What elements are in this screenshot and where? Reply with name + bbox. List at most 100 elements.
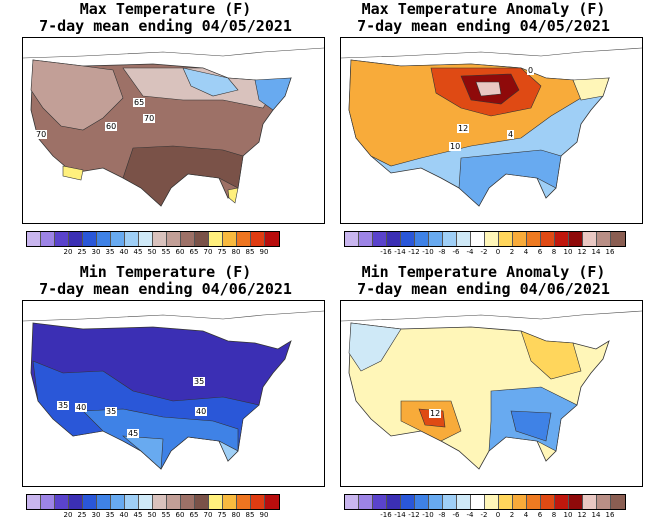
colorbar-swatch: [513, 495, 527, 509]
colorbar-tick-label: 20: [63, 511, 73, 519]
colorbar-swatch: [541, 495, 555, 509]
colorbar-swatch: [387, 495, 401, 509]
colorbar-swatch: [597, 495, 611, 509]
contour-label: 12: [457, 124, 470, 133]
colorbar-swatch: [485, 495, 499, 509]
colorbar-swatch: [429, 495, 443, 509]
colorbar-ticks: -16 -14 -12 -10 -8 -6 -4 -2 0 2 4 6 8 10 12 14 16: [344, 248, 644, 258]
colorbar-swatch: [209, 495, 223, 509]
colorbar-swatch: [485, 232, 499, 246]
contour-label: 10: [449, 142, 462, 151]
colorbar-swatch: [443, 495, 457, 509]
colorbar-swatch: [541, 232, 555, 246]
colorbar-tick-label: -14: [394, 511, 406, 519]
contour-label: 35: [57, 401, 70, 410]
colorbar-tick-label: 85: [245, 511, 255, 519]
colorbar-temp: [26, 231, 280, 247]
colorbar-swatch: [69, 495, 83, 509]
panel-subtitle: 7-day mean ending 04/05/2021: [357, 17, 610, 35]
contour-label: 4: [507, 130, 515, 139]
contour-label: 40: [75, 403, 88, 412]
colorbar-tick-label: 45: [133, 248, 143, 256]
colorbar-swatch: [181, 495, 195, 509]
colorbar-tick-label: -16: [380, 511, 392, 519]
colorbar-swatch: [401, 495, 415, 509]
contour-label: 0: [527, 66, 535, 75]
panel-max-temp: Max Temperature (F) 7-day mean ending 04…: [0, 0, 331, 263]
colorbar-swatch: [195, 495, 209, 509]
colorbar-tick-label: 60: [175, 248, 185, 256]
colorbar-swatch: [569, 495, 583, 509]
colorbar-swatch: [401, 232, 415, 246]
colorbar-tick-label: 0: [495, 511, 501, 519]
colorbar-swatch: [167, 495, 181, 509]
colorbar-tick-label: 4: [523, 248, 529, 256]
colorbar-tick-label: -6: [452, 511, 460, 519]
contour-map: [23, 310, 324, 470]
map-min-anomaly: 12: [340, 300, 643, 487]
colorbar-tick-label: -4: [466, 511, 474, 519]
colorbar-swatch: [111, 495, 125, 509]
colorbar-tick-label: 16: [605, 511, 615, 519]
colorbar-tick-label: 85: [245, 248, 255, 256]
colorbar-swatch: [153, 495, 167, 509]
colorbar-tick-label: 14: [591, 248, 601, 256]
colorbar-tick-label: 2: [509, 248, 515, 256]
colorbar-tick-label: 70: [203, 248, 213, 256]
colorbar-swatch: [583, 232, 597, 246]
colorbar-swatch: [181, 232, 195, 246]
colorbar-temp: [26, 494, 280, 510]
contour-map: [23, 47, 324, 207]
colorbar-tick-label: 80: [231, 511, 241, 519]
colorbar-swatch: [457, 495, 471, 509]
colorbar-swatch: [55, 232, 69, 246]
colorbar-swatch: [69, 232, 83, 246]
colorbar-tick-label: 20: [63, 248, 73, 256]
colorbar-swatch: [265, 232, 279, 246]
colorbar-swatch: [139, 232, 153, 246]
contour-label: 70: [143, 114, 156, 123]
panel-min-anomaly: Min Temperature Anomaly (F) 7-day mean e…: [318, 263, 649, 526]
map-min-temp: 35 35 40 35 40 45: [22, 300, 325, 487]
colorbar-swatch: [387, 232, 401, 246]
colorbar-swatch: [209, 232, 223, 246]
map-max-temp: 65 70 60 70: [22, 37, 325, 224]
contour-label: 45: [127, 429, 140, 438]
colorbar-tick-label: 6: [537, 248, 543, 256]
colorbar-swatch: [555, 232, 569, 246]
colorbar-ticks: 20 25 30 35 40 45 50 55 60 65 70 75 80 85 90: [26, 248, 326, 258]
colorbar-tick-label: 25: [77, 511, 87, 519]
colorbar-swatch: [499, 232, 513, 246]
colorbar-ticks: 20 25 30 35 40 45 50 55 60 65 70 75 80 85 90: [26, 511, 326, 521]
colorbar-tick-label: 10: [563, 248, 573, 256]
colorbar-swatch: [237, 495, 251, 509]
colorbar-swatch: [251, 495, 265, 509]
colorbar-swatch: [55, 495, 69, 509]
contour-label: 60: [105, 122, 118, 131]
colorbar-swatch: [345, 495, 359, 509]
colorbar-tick-label: 70: [203, 511, 213, 519]
colorbar-tick-label: 35: [105, 248, 115, 256]
colorbar-tick-label: -2: [480, 248, 488, 256]
colorbar-swatch: [41, 495, 55, 509]
colorbar-tick-label: 55: [161, 248, 171, 256]
colorbar-anomaly: [344, 494, 626, 510]
colorbar-ticks: -16 -14 -12 -10 -8 -6 -4 -2 0 2 4 6 8 10 12 14 16: [344, 511, 644, 521]
contour-label: 12: [429, 409, 442, 418]
colorbar-swatch: [83, 495, 97, 509]
colorbar-swatch: [471, 232, 485, 246]
colorbar-swatch: [359, 495, 373, 509]
colorbar-swatch: [527, 232, 541, 246]
colorbar-swatch: [97, 232, 111, 246]
map-max-anomaly: 12 10 4 0: [340, 37, 643, 224]
colorbar-swatch: [41, 232, 55, 246]
contour-map: [341, 47, 642, 207]
colorbar-tick-label: 55: [161, 511, 171, 519]
contour-map: [341, 310, 642, 470]
panel-max-anomaly: Max Temperature Anomaly (F) 7-day mean e…: [318, 0, 649, 263]
colorbar-swatch: [111, 232, 125, 246]
colorbar-tick-label: 0: [495, 248, 501, 256]
colorbar-tick-label: 30: [91, 248, 101, 256]
colorbar-tick-label: -4: [466, 248, 474, 256]
panel-title: Max Temperature Anomaly (F): [361, 0, 606, 18]
